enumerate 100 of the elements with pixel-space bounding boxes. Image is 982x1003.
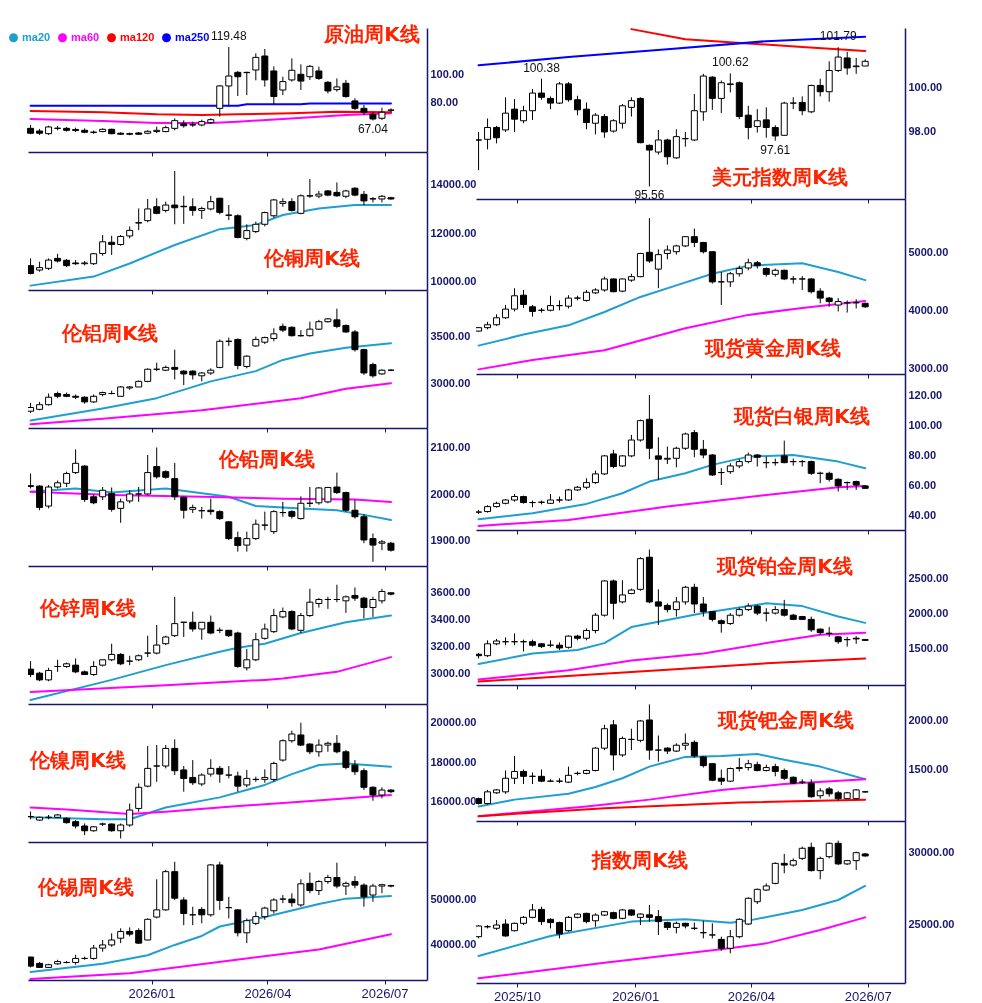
- line-series: [29, 933, 392, 981]
- candlestick: [511, 98, 519, 133]
- candlestick: [672, 596, 680, 618]
- candlestick: [270, 608, 278, 634]
- y-tick-label: 4000.00: [908, 304, 949, 317]
- candlestick: [72, 448, 80, 475]
- candlestick: [171, 170, 179, 225]
- candlestick: [798, 95, 806, 116]
- candlestick: [690, 583, 698, 614]
- candlestick: [645, 217, 653, 264]
- y-tick-label: 98.00: [908, 125, 937, 138]
- candlestick: [690, 228, 698, 248]
- candlestick: [600, 724, 608, 751]
- annotation: 100.62: [711, 55, 749, 70]
- candlestick: [627, 96, 635, 118]
- x-tick-label: 2026/01: [612, 988, 660, 1003]
- chart-title: 原油周K线: [323, 22, 420, 46]
- candlestick: [511, 287, 519, 312]
- candlestick: [726, 72, 734, 93]
- x-tick-label: 2026/04: [244, 985, 292, 1001]
- y-tick-label: 3000.00: [430, 666, 471, 679]
- candlestick: [153, 878, 161, 919]
- y-tick-label: 3200.00: [430, 639, 471, 652]
- y-tick-label: 30000.00: [908, 846, 955, 859]
- candlestick: [171, 462, 179, 501]
- candlestick: [252, 519, 260, 541]
- candlestick: [171, 349, 179, 381]
- candlestick: [144, 745, 152, 788]
- y-tick-label: 2000.00: [908, 714, 949, 727]
- candlestick: [279, 76, 287, 96]
- y-tick-label: 80.00: [908, 449, 937, 462]
- annotation: 119.48: [210, 29, 248, 44]
- y-tick-label: 3600.00: [430, 586, 471, 599]
- candlestick: [153, 447, 161, 480]
- x-tick-label: 2026/04: [727, 988, 775, 1003]
- y-tick-label: 120.00: [908, 389, 943, 402]
- text: 美元指数周K线: [711, 165, 848, 189]
- line-series: [477, 884, 867, 957]
- text: 伦铜周K线: [263, 246, 360, 270]
- y-tick-label: 5000.00: [908, 246, 949, 259]
- y-tick-label: 1500.00: [908, 642, 949, 655]
- x-tick-label: 2025/10: [494, 988, 542, 1003]
- candlestick: [654, 735, 662, 763]
- candlestick: [234, 70, 242, 97]
- candlestick: [216, 84, 224, 118]
- legend-label: ma20: [22, 30, 51, 43]
- candlestick: [162, 744, 170, 769]
- candlestick: [135, 782, 143, 813]
- candlestick: [144, 198, 152, 223]
- y-tick-label: 80.00: [430, 95, 459, 108]
- candlestick: [189, 759, 197, 786]
- candlestick: [99, 234, 107, 257]
- candlestick: [502, 96, 510, 133]
- annotation: 67.04: [357, 122, 389, 137]
- candlestick: [538, 906, 546, 926]
- line-series: [477, 657, 867, 683]
- candlestick: [690, 429, 698, 458]
- candlestick: [387, 107, 395, 113]
- candlestick: [645, 143, 653, 187]
- candlestick: [153, 624, 161, 655]
- candlestick: [717, 80, 725, 114]
- candlestick: [654, 248, 662, 289]
- y-tick-label: 1500.00: [908, 763, 949, 776]
- candlestick: [529, 88, 537, 121]
- y-tick-label: 3500.00: [430, 330, 471, 343]
- candlestick: [618, 103, 626, 130]
- candlestick: [708, 75, 716, 111]
- text: 伦镍周K线: [29, 748, 126, 772]
- candlestick: [243, 648, 251, 671]
- candlestick: [180, 896, 188, 926]
- line-series: [630, 28, 867, 53]
- candlestick: [171, 596, 179, 638]
- y-tick-label: 60.00: [908, 479, 937, 492]
- candlestick: [654, 588, 662, 626]
- candlestick: [270, 761, 278, 783]
- y-tick-label: 2100.00: [430, 441, 471, 454]
- candlestick: [126, 803, 134, 828]
- y-tick-label: 40.00: [908, 509, 937, 522]
- text: 伦锡周K线: [37, 875, 134, 899]
- text: 现货铂金周K线: [716, 554, 853, 578]
- candlestick: [807, 842, 815, 873]
- candlestick: [780, 853, 788, 874]
- line-series: [477, 602, 867, 666]
- y-tick-label: 2000.00: [908, 607, 949, 620]
- candlestick: [484, 118, 492, 150]
- candlestick: [573, 95, 581, 116]
- candlestick: [252, 52, 260, 81]
- candlestick: [762, 106, 770, 139]
- y-tick-label: 25000.00: [908, 917, 955, 930]
- candlestick: [243, 531, 251, 553]
- line-series: [29, 112, 392, 124]
- legend-label: ma250: [175, 30, 210, 43]
- candlestick: [699, 439, 707, 459]
- candlestick: [591, 112, 599, 135]
- y-tick-label: 2000.00: [430, 487, 471, 500]
- candlestick: [834, 840, 842, 866]
- candlestick: [502, 769, 510, 795]
- y-tick-label: 50000.00: [430, 893, 477, 906]
- candlestick: [108, 235, 116, 256]
- candlestick: [726, 929, 734, 954]
